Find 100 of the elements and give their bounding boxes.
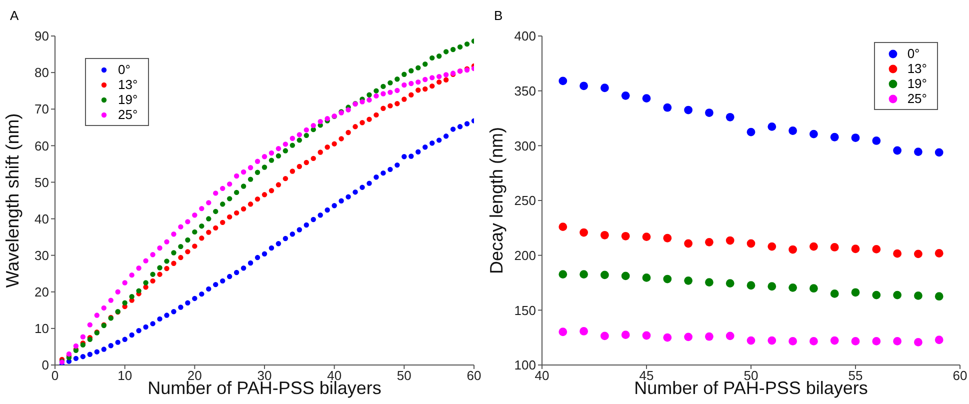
point [422, 62, 428, 67]
point [115, 289, 120, 294]
point [268, 245, 274, 251]
point [443, 77, 449, 82]
point [150, 321, 156, 326]
point [136, 266, 142, 271]
point [768, 122, 776, 131]
point [684, 276, 692, 285]
point [934, 249, 944, 258]
point [324, 207, 330, 213]
point [851, 244, 860, 254]
point [234, 190, 240, 196]
point [621, 272, 630, 280]
point [324, 144, 330, 150]
point [150, 272, 156, 277]
point [580, 82, 588, 90]
x-tick-label: 50 [396, 368, 412, 384]
point [332, 141, 337, 146]
point [240, 169, 246, 175]
point [282, 142, 288, 147]
point [310, 216, 316, 222]
point [254, 196, 260, 202]
point [705, 278, 714, 287]
point [600, 332, 609, 340]
point [262, 251, 268, 256]
point [558, 222, 568, 232]
point [402, 72, 407, 77]
point [360, 99, 365, 104]
point [296, 138, 302, 143]
x-tick-label: 20 [187, 368, 202, 384]
point [408, 154, 414, 159]
point [394, 101, 400, 106]
point [192, 212, 198, 218]
point [450, 126, 456, 132]
point [213, 208, 218, 214]
point [129, 272, 134, 278]
point [830, 243, 839, 252]
x-tick-label: 10 [118, 368, 132, 384]
point [101, 346, 106, 352]
point [851, 337, 860, 346]
point [268, 150, 274, 156]
point [746, 239, 756, 248]
point [810, 337, 818, 346]
point [185, 237, 190, 243]
point [768, 242, 776, 251]
point [768, 282, 776, 291]
y-tick-label: 200 [514, 248, 536, 263]
point [436, 54, 442, 59]
point [464, 41, 470, 47]
point [374, 88, 379, 94]
point [122, 300, 128, 306]
point [746, 128, 756, 136]
point [290, 232, 296, 237]
point [185, 219, 190, 224]
point [290, 142, 296, 148]
point [893, 337, 902, 346]
point [171, 309, 176, 314]
point [600, 84, 609, 92]
y-tick-label: 40 [34, 211, 49, 226]
y-tick-label: 300 [514, 138, 536, 154]
point [276, 241, 282, 246]
point [422, 144, 428, 150]
point [164, 239, 170, 244]
point [416, 88, 421, 93]
point [80, 334, 86, 340]
point [726, 332, 734, 340]
y-tick-label: 60 [34, 138, 49, 154]
point [150, 252, 156, 258]
point [430, 140, 435, 146]
point [422, 86, 428, 92]
point [430, 55, 435, 61]
point [213, 282, 218, 288]
point [157, 245, 162, 251]
point [558, 270, 568, 279]
point [374, 174, 379, 180]
point [380, 84, 386, 90]
legend-label: 13° [907, 61, 927, 76]
point [436, 74, 442, 80]
point [366, 92, 372, 98]
point [705, 108, 714, 117]
point [394, 162, 400, 168]
y-tick-label: 10 [34, 321, 49, 336]
point [276, 146, 282, 152]
point [402, 82, 407, 88]
point [248, 176, 254, 182]
x-tick-label: 0 [51, 368, 59, 384]
point [408, 80, 414, 86]
point [436, 138, 442, 143]
x-tick-label: 60 [952, 368, 968, 384]
point [893, 249, 902, 258]
point [914, 250, 922, 258]
point [157, 316, 162, 322]
y-axis-title: Decay length (nm) [486, 126, 506, 274]
point [436, 79, 442, 85]
point [290, 168, 296, 174]
point [248, 202, 254, 207]
point [150, 278, 156, 284]
point [171, 250, 176, 256]
y-tick-label: 250 [514, 193, 536, 208]
point [192, 296, 198, 302]
